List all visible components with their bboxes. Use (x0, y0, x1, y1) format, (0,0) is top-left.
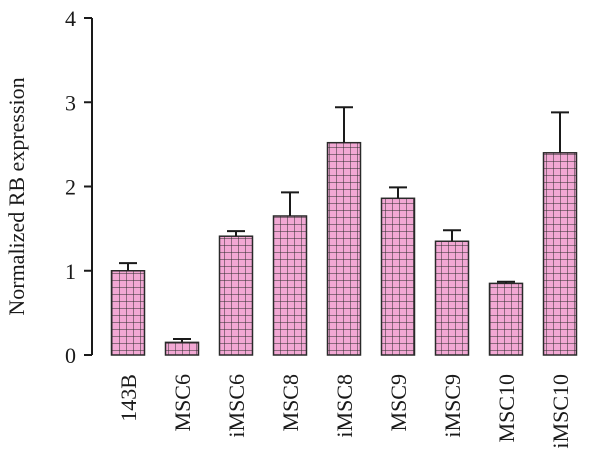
bar-msc9 (380, 197, 416, 356)
error-bar-143b (119, 262, 137, 271)
error-bar-msc9 (389, 186, 407, 199)
y-tick-label-2: 2 (65, 175, 76, 200)
error-bar-msc8 (281, 191, 299, 216)
bar-imsc6 (218, 235, 254, 356)
error-bar-imsc8 (335, 106, 353, 143)
error-bars-group (119, 106, 569, 343)
y-axis-label: Normalized RB expression (4, 77, 29, 315)
error-bar-msc6 (173, 337, 191, 343)
x-tick-label-143b: 143B (116, 374, 141, 422)
bar-imsc10 (542, 152, 578, 356)
y-tick-label-3: 3 (65, 90, 76, 115)
bars-group (110, 141, 578, 356)
error-bar-imsc10 (551, 111, 569, 153)
x-tick-labels: 143B MSC6 iMSC6 MSC8 iMSC8 MSC9 iMSC9 MSC10 iMSC… (116, 374, 573, 449)
error-bar-imsc6 (227, 230, 245, 237)
bar-msc6 (164, 341, 200, 356)
error-bar-msc10 (497, 280, 515, 284)
y-tick-label-4: 4 (65, 6, 76, 31)
bar-msc8 (272, 215, 308, 356)
x-tick-label-imsc9: iMSC9 (440, 374, 465, 438)
bar-msc10 (488, 282, 524, 356)
y-tick-label-0: 0 (65, 343, 76, 368)
y-axis: 0 1 2 3 4 (65, 6, 93, 368)
x-tick-label-msc9: MSC9 (386, 374, 411, 431)
x-tick-label-imsc8: iMSC8 (332, 374, 357, 438)
bar-imsc9 (434, 240, 470, 356)
y-tick-label-1: 1 (65, 259, 76, 284)
x-tick-label-imsc10: iMSC10 (548, 374, 573, 449)
x-tick-label-msc10: MSC10 (494, 374, 519, 442)
bar-143b (110, 270, 146, 356)
x-tick-label-imsc6: iMSC6 (224, 374, 249, 438)
x-tick-label-msc6: MSC6 (170, 374, 195, 431)
error-bar-imsc9 (443, 229, 461, 242)
x-tick-label-msc8: MSC8 (278, 374, 303, 431)
bar-imsc8 (326, 141, 362, 356)
